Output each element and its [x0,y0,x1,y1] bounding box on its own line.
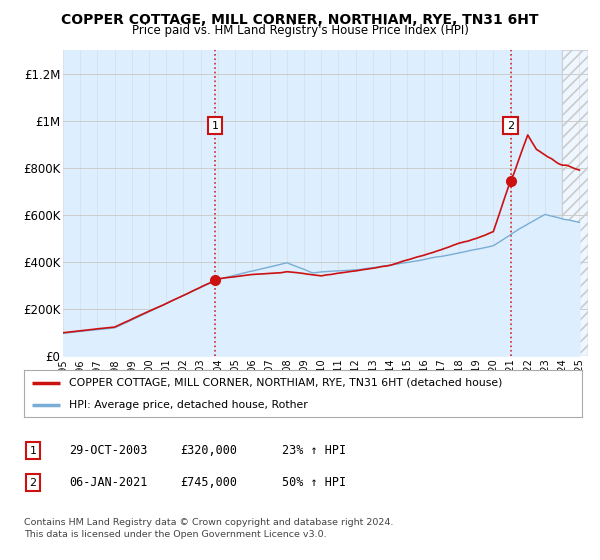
Text: Price paid vs. HM Land Registry's House Price Index (HPI): Price paid vs. HM Land Registry's House … [131,24,469,38]
Text: £745,000: £745,000 [180,476,237,489]
Text: Contains HM Land Registry data © Crown copyright and database right 2024.
This d: Contains HM Land Registry data © Crown c… [24,518,394,539]
Text: 2: 2 [29,478,37,488]
Text: 1: 1 [29,446,37,456]
Text: 06-JAN-2021: 06-JAN-2021 [69,476,148,489]
Text: 50% ↑ HPI: 50% ↑ HPI [282,476,346,489]
Text: £320,000: £320,000 [180,444,237,458]
Text: 23% ↑ HPI: 23% ↑ HPI [282,444,346,458]
Text: 1: 1 [211,120,218,130]
Text: HPI: Average price, detached house, Rother: HPI: Average price, detached house, Roth… [68,400,307,410]
Text: 29-OCT-2003: 29-OCT-2003 [69,444,148,458]
Text: 2: 2 [508,120,514,130]
Text: COPPER COTTAGE, MILL CORNER, NORTHIAM, RYE, TN31 6HT: COPPER COTTAGE, MILL CORNER, NORTHIAM, R… [61,13,539,27]
Text: COPPER COTTAGE, MILL CORNER, NORTHIAM, RYE, TN31 6HT (detached house): COPPER COTTAGE, MILL CORNER, NORTHIAM, R… [68,378,502,388]
